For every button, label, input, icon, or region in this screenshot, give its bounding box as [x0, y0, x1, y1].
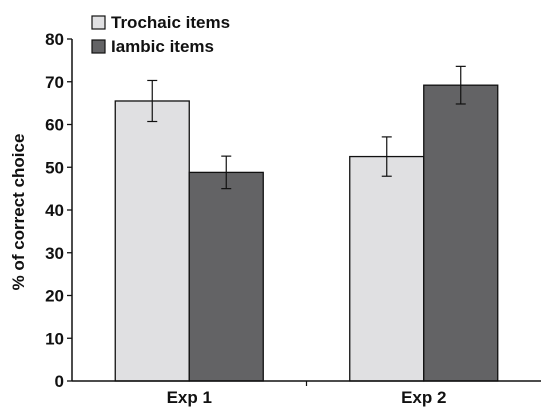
y-axis-title: % of correct choice	[9, 134, 28, 291]
y-tick-label-30: 30	[45, 244, 64, 263]
bar-exp-2-series-1	[423, 84, 499, 382]
legend-label-trochaic: Trochaic items	[111, 13, 230, 32]
bars-group	[114, 84, 499, 382]
x-labels-group: Exp 1 Exp 2	[167, 388, 447, 407]
y-ticks-group: 0 10 20 30 40 50 60 70 80	[45, 30, 72, 391]
y-tick-label-70: 70	[45, 73, 64, 92]
legend-swatch-trochaic	[91, 15, 106, 30]
y-tick-label-50: 50	[45, 158, 64, 177]
error-bars-group	[147, 65, 466, 190]
bar-exp-1-series-0	[114, 100, 190, 382]
y-tick-label-60: 60	[45, 116, 64, 135]
y-tick-label-10: 10	[45, 329, 64, 348]
x-tick-label-exp-1: Exp 1	[167, 388, 212, 407]
y-tick-label-0: 0	[55, 372, 64, 391]
y-tick-label-20: 20	[45, 287, 64, 306]
legend-label-iambic: Iambic items	[111, 37, 214, 56]
y-tick-label-40: 40	[45, 201, 64, 220]
y-tick-label-80: 80	[45, 30, 64, 49]
legend-swatch-iambic	[91, 39, 106, 54]
legend: Trochaic items Iambic items	[91, 13, 230, 56]
bar-exp-1-series-1	[188, 171, 264, 382]
bar-exp-2-series-0	[349, 155, 425, 382]
x-tick-label-exp-2: Exp 2	[401, 388, 446, 407]
